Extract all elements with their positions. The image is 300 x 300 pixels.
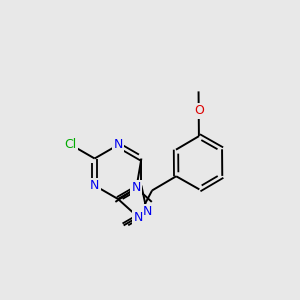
Text: O: O [194, 104, 204, 118]
Text: N: N [134, 211, 143, 224]
Text: N: N [113, 139, 123, 152]
Text: N: N [142, 206, 152, 218]
Text: N: N [90, 179, 99, 192]
Text: N: N [132, 182, 141, 194]
Text: Cl: Cl [64, 138, 76, 151]
